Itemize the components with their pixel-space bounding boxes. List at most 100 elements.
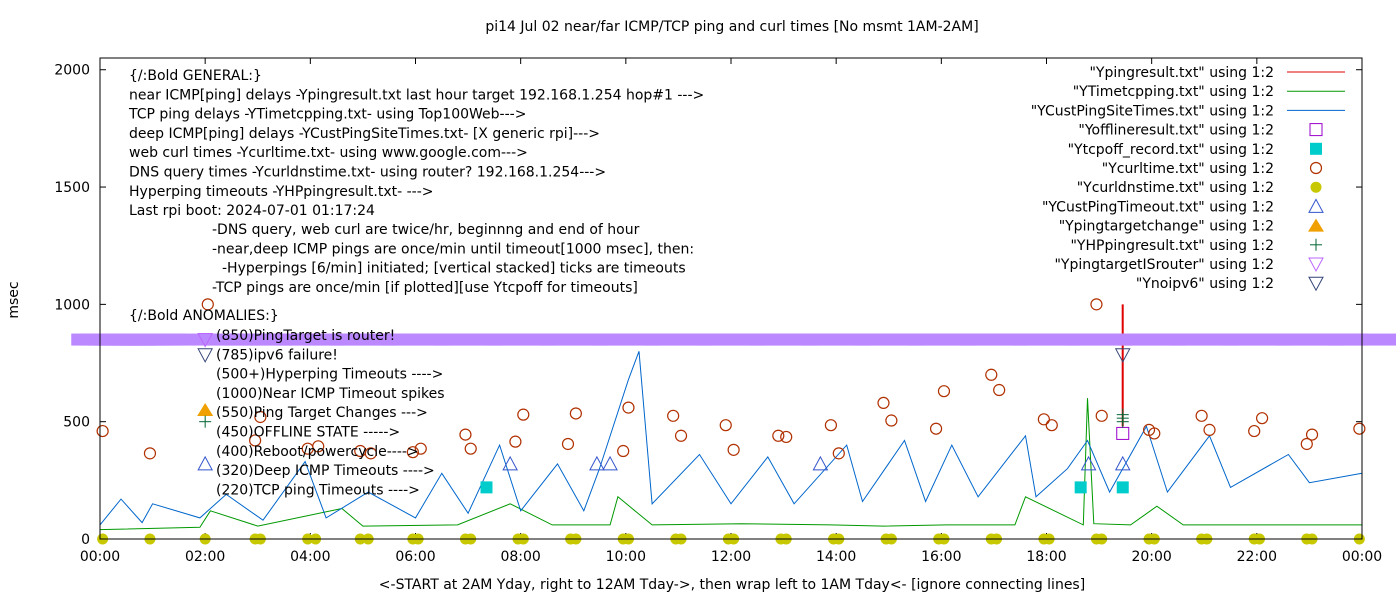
data-point [517,408,530,421]
legend-entry: "Ynoipv6" using 1:2 [1136,276,1274,292]
y-axis-label: msec [6,281,22,318]
series-10 [71,333,1396,348]
data-point [201,298,214,311]
legend-entry: "YCustPingSiteTimes.txt" using 1:2 [1031,103,1274,119]
annotation-general: TCP ping delays -YTimetcpping.txt- using… [128,107,526,123]
x-tick-label: 02:00 [185,549,225,565]
data-point [96,424,109,438]
series-4 [480,481,1129,494]
x-tick-label: 06:00 [395,549,435,565]
annotation-anomaly: (400)Reboot/powercycle----> [216,444,419,460]
data-point [459,428,472,441]
x-axis-label: <-START at 2AM Yday, right to 12AM Tday-… [379,577,1085,593]
router-marker [94,333,156,346]
annotation-note: -TCP pings are once/min [if plotted][use… [212,280,638,296]
annotation-anomaly: (220)TCP ping Timeouts ----> [216,482,420,498]
series-8 [197,402,214,416]
y-tick-label: 2000 [54,63,90,79]
x-tick-label: 04:00 [290,549,330,565]
data-point [993,383,1006,397]
plot-frame [99,57,1363,540]
data-point [1300,437,1313,451]
data-point [985,368,998,381]
legend-swatch [1310,181,1322,193]
legend-swatch [1308,218,1324,232]
data-point [929,422,943,435]
data-point [406,446,419,459]
series-5 [96,298,1366,460]
x-tick-label: 22:00 [1237,549,1277,565]
x-tick-label: 00:00 [80,549,120,565]
annotation-anomalies-header: {/:Bold ANOMALIES:} [129,308,279,324]
data-point [414,442,427,455]
legend-entry: "Ycurldnstime.txt" using 1:2 [1077,180,1274,196]
annotation-note: -Hyperpings [6/min] initiated; [vertical… [222,261,686,277]
router-marker [206,333,1369,346]
data-point [937,385,951,398]
data-point [312,440,325,453]
data-point [1305,428,1319,441]
legend-swatch [1308,257,1324,273]
legend-swatch [1310,238,1322,251]
legend-entry: "YTimetcpping.txt" using 1:2 [1073,84,1274,100]
x-tick-label: 10:00 [606,549,646,565]
legend-entry: "Ypingresult.txt" using 1:2 [1089,65,1274,81]
legend-entry: "Yofflineresult.txt" using 1:2 [1078,123,1274,139]
annotation-note: -near,deep ICMP pings are once/min until… [212,241,694,257]
legend-swatch [1309,123,1323,137]
annotation-anomaly: (850)PingTarget is router! [216,328,395,344]
data-point [602,455,618,471]
data-point [1353,422,1366,435]
legend-entry: "YpingtargetISrouter" using 1:2 [1054,257,1274,273]
data-point [832,447,845,460]
y-tick-label: 1500 [54,180,90,196]
data-point [1248,424,1261,438]
y-tick-label: 500 [63,415,90,431]
y-tick-label: 1000 [54,297,90,313]
annotation-anomaly: (500+)Hyperping Timeouts ----> [216,367,443,383]
legend-entry: "Ycurltime.txt" using 1:2 [1102,161,1274,177]
x-tick-label: 14:00 [816,549,856,565]
legend-swatch [1310,142,1322,155]
data-point [143,447,157,460]
series-7 [197,455,1131,471]
data-point [1116,408,1129,421]
data-point [197,348,214,363]
data-point [1195,409,1208,422]
data-point [509,435,522,448]
x-tick-label: 18:00 [1026,549,1066,565]
annotation-general: deep ICMP[ping] delays -YCustPingSiteTim… [129,126,600,142]
series-1 [99,398,1362,531]
data-point [1080,455,1097,471]
series-line [99,398,1362,531]
data-point [464,442,477,455]
data-point [667,409,680,422]
annotation-anomaly: (785)ipv6 failure! [216,347,338,363]
data-point [1074,481,1087,494]
data-point [780,430,793,444]
annotation-general: Hyperping timeouts -YHPpingresult.txt- -… [129,184,434,200]
annotation-general: web curl times -Ycurltime.txt- using www… [129,145,528,161]
data-point [254,410,267,424]
annotation-general: Last rpi boot: 2024-07-01 01:17:24 [129,203,375,219]
data-point [1116,481,1129,494]
data-point [480,481,493,494]
data-point [197,402,214,416]
y-tick-label: 0 [81,532,90,548]
data-point [877,396,890,410]
x-tick-label: 12:00 [711,549,751,565]
annotation-anomaly: (450)OFFLINE STATE -----> [216,425,400,441]
data-point [1045,419,1058,432]
data-point [1114,455,1131,471]
data-point [364,447,377,460]
annotation-anomaly: (1000)Near ICMP Timeout spikes [216,386,445,402]
data-point [1148,427,1161,440]
data-point [249,434,262,447]
annotation-general: {/:Bold GENERAL:} [129,68,262,84]
series-line [99,351,1363,526]
data-point [1116,426,1130,440]
legend-entry: "Ypingtargetchange" using 1:2 [1059,219,1274,235]
x-tick-label: 16:00 [921,549,961,565]
data-point [727,443,740,456]
